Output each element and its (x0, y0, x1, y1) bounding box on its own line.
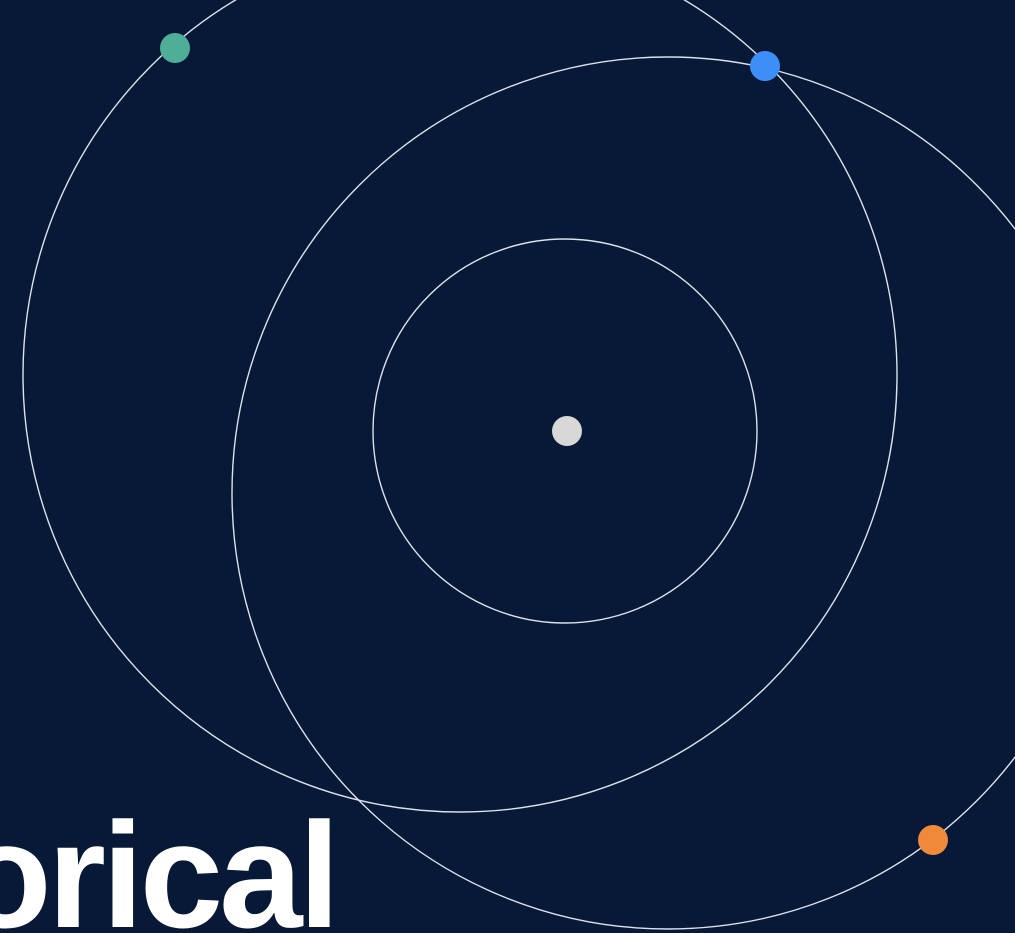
orange-orbit-dot (918, 825, 948, 855)
center-dot (552, 416, 582, 446)
inner-orbit-ring (372, 238, 758, 624)
green-orbit-dot (160, 33, 190, 63)
partial-headline-text: orical (0, 791, 340, 933)
outer-left-orbit-ring (22, 0, 898, 813)
outer-right-orbit-ring (231, 56, 1015, 930)
blue-orbit-dot (750, 51, 780, 81)
